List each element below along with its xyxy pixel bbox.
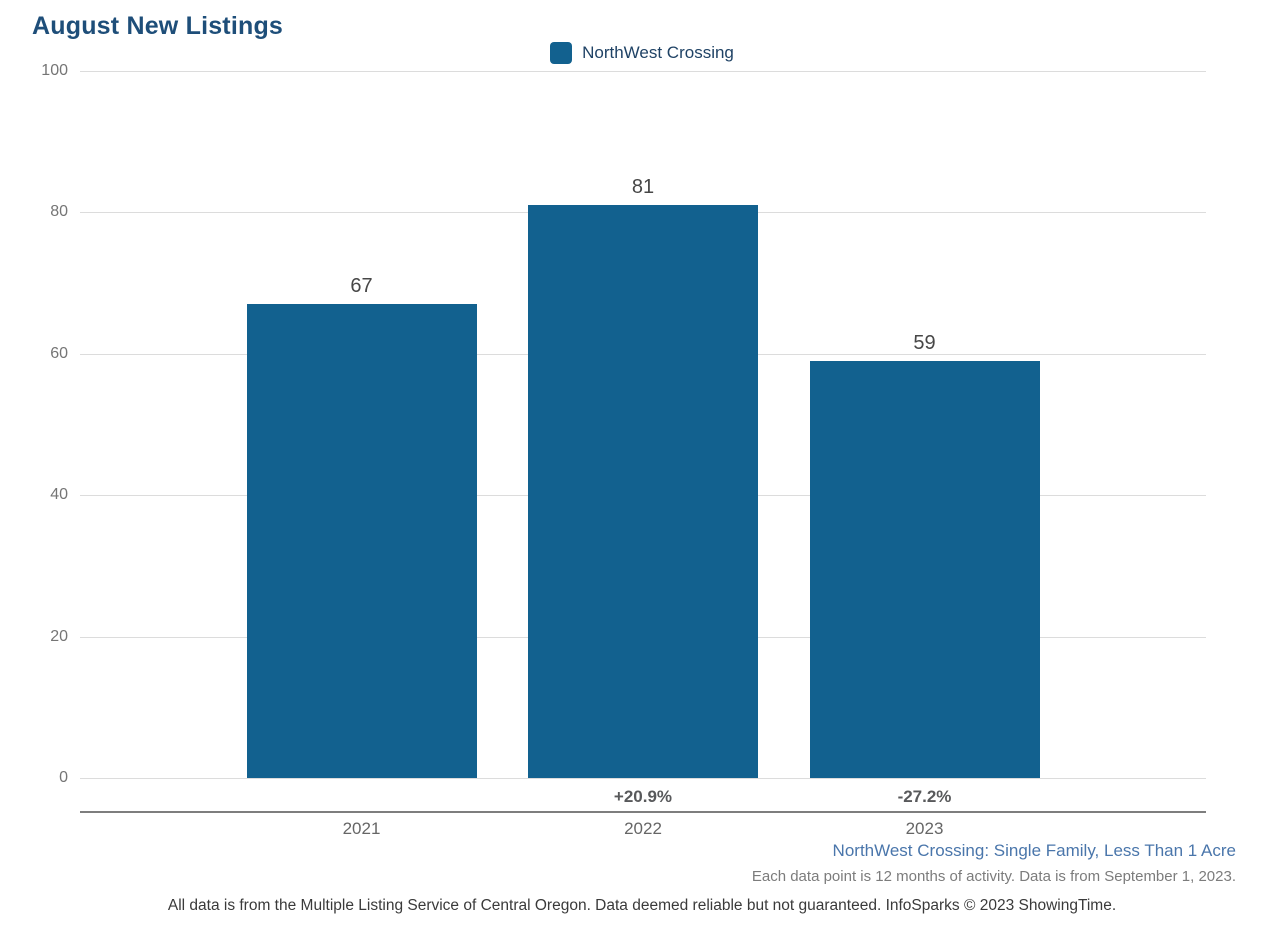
disclaimer: All data is from the Multiple Listing Se… bbox=[167, 897, 1117, 914]
chart-title: August New Listings bbox=[32, 12, 284, 40]
y-tick-label-0: 0 bbox=[59, 769, 68, 786]
bar-value-label-2021: 67 bbox=[350, 275, 373, 298]
y-tick-label-100: 100 bbox=[41, 62, 68, 79]
data-note: Each data point is 12 months of activity… bbox=[751, 868, 1236, 885]
legend-label: NorthWest Crossing bbox=[582, 43, 734, 62]
bar-2023[interactable] bbox=[809, 360, 1040, 778]
y-tick-label-40: 40 bbox=[50, 486, 68, 504]
x-tick-label-2022: 2022 bbox=[624, 819, 662, 838]
gridline-y-100 bbox=[80, 71, 1206, 72]
y-tick-label-60: 60 bbox=[50, 344, 68, 362]
x-tick-label-2021: 2021 bbox=[342, 819, 381, 838]
y-tick-label-20: 20 bbox=[50, 627, 68, 645]
x-tick-label-2023: 2023 bbox=[905, 819, 944, 838]
legend: NorthWest Crossing bbox=[0, 42, 1284, 64]
x-axis-line bbox=[80, 811, 1206, 813]
plot-area: 67 81 59 bbox=[80, 71, 1206, 779]
series-note: NorthWest Crossing: Single Family, Less … bbox=[832, 841, 1236, 860]
legend-swatch-icon bbox=[550, 42, 573, 64]
gridline-y-0 bbox=[80, 778, 1206, 779]
y-tick-label-80: 80 bbox=[50, 203, 68, 221]
bar-2021[interactable] bbox=[246, 304, 477, 778]
bar-value-label-2022: 81 bbox=[631, 176, 655, 199]
bar-2022[interactable] bbox=[528, 205, 758, 778]
bar-value-label-2023: 59 bbox=[913, 331, 936, 354]
pct-change-label-2022: +20.9% bbox=[613, 787, 673, 806]
pct-change-label-2023: -27.2% bbox=[897, 787, 952, 806]
